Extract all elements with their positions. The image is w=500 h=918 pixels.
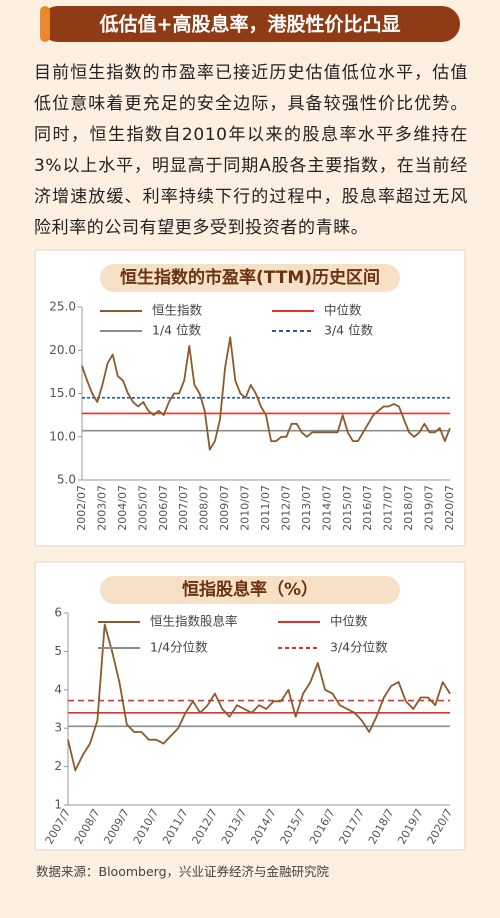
x-tick-label: 2006/07 xyxy=(157,485,170,531)
y-tick-label: 10.0 xyxy=(49,429,76,443)
x-tick-label: 2005/07 xyxy=(136,485,149,531)
legend-label: 中位数 xyxy=(330,614,368,629)
x-tick-label: 2002/07 xyxy=(75,485,88,531)
x-tick-label: 2020/07 xyxy=(443,485,456,531)
y-tick-label: 15.0 xyxy=(49,386,76,400)
x-tick-label: 2004/07 xyxy=(116,485,129,531)
chart-title-bg xyxy=(100,576,400,604)
chart-title-bg xyxy=(100,264,400,292)
y-tick-label: 25.0 xyxy=(49,300,76,314)
x-tick-label: 2012/07 xyxy=(279,485,292,531)
y-tick-label: 4 xyxy=(54,682,62,696)
data-line xyxy=(81,336,451,451)
header-banner xyxy=(40,6,460,42)
source-note: 数据来源：Bloomberg，兴业证券经济与金融研究院 xyxy=(36,864,330,879)
x-tick-label: 2013/07 xyxy=(300,485,313,531)
y-tick-label: 6 xyxy=(54,606,62,620)
x-tick-label: 2018/07 xyxy=(402,485,415,531)
x-tick-label: 2014/07 xyxy=(320,485,333,531)
x-tick-label: 2003/07 xyxy=(95,485,108,531)
legend-label: 中位数 xyxy=(324,303,362,318)
legend-label: 3/4 位数 xyxy=(324,323,374,338)
x-tick-label: 2015/07 xyxy=(341,485,354,531)
header-accent xyxy=(40,6,50,42)
x-tick-label: 2017/07 xyxy=(382,485,395,531)
header-title: 低估值+高股息率，港股性价比凸显 xyxy=(99,13,401,36)
legend-label: 3/4分位数 xyxy=(330,640,388,655)
legend-label: 1/4分位数 xyxy=(150,640,208,655)
y-tick-label: 1 xyxy=(54,798,62,812)
body-text: 目前恒生指数的市盈率已接近历史估值低位水平，估值低位意味着更充足的安全边际，具备… xyxy=(34,63,468,238)
legend-label: 恒生指数股息率 xyxy=(150,614,238,629)
y-tick-label: 5.0 xyxy=(57,473,76,487)
x-tick-label: 2019/07 xyxy=(423,485,436,531)
x-tick-label: 2009/07 xyxy=(218,485,231,531)
y-tick-label: 20.0 xyxy=(49,343,76,357)
x-tick-label: 2016/07 xyxy=(361,485,374,531)
x-tick-label: 2010/07 xyxy=(239,485,252,531)
panel xyxy=(34,561,466,851)
y-tick-label: 2 xyxy=(54,759,62,773)
x-tick-label: 2011/07 xyxy=(259,485,272,531)
chart-title: 恒指股息率（%） xyxy=(182,579,318,600)
data-line xyxy=(67,623,451,772)
y-tick-label: 5 xyxy=(54,644,62,658)
y-tick-label: 3 xyxy=(54,721,62,735)
chart-title: 恒生指数的市盈率(TTM)历史区间 xyxy=(120,267,380,288)
legend-label: 1/4 位数 xyxy=(152,323,202,338)
legend-label: 恒生指数 xyxy=(152,303,203,318)
x-tick-label: 2008/07 xyxy=(198,485,211,531)
x-tick-label: 2007/07 xyxy=(177,485,190,531)
